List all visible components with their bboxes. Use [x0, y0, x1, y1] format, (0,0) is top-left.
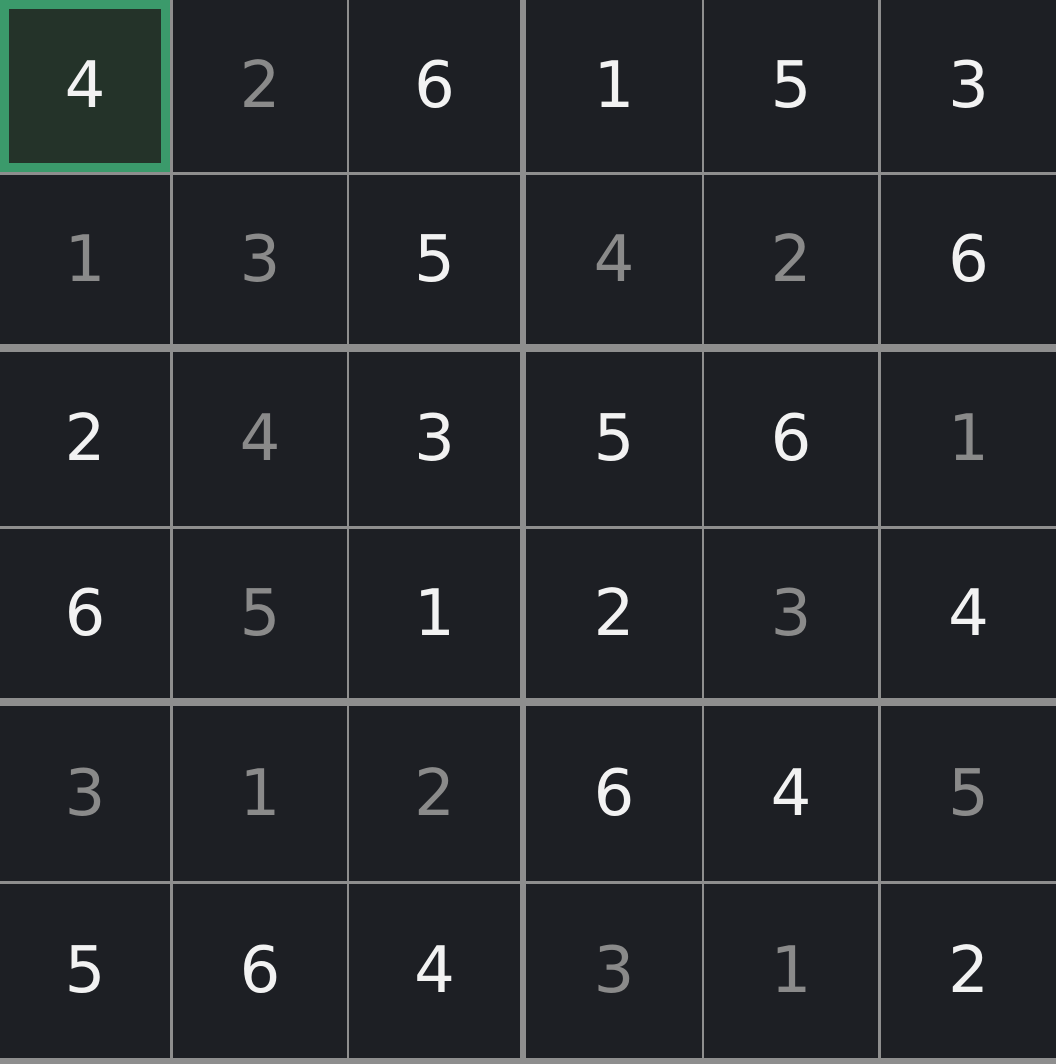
- cell[interactable]: 2: [349, 706, 520, 881]
- selected-cell[interactable]: 4: [0, 0, 170, 172]
- cell[interactable]: 1: [349, 529, 520, 698]
- cell[interactable]: 1: [526, 0, 702, 172]
- cell[interactable]: 2: [526, 529, 702, 698]
- cell[interactable]: 2: [881, 884, 1056, 1058]
- cell[interactable]: 1: [0, 175, 170, 344]
- cell[interactable]: 2: [0, 352, 170, 526]
- cell[interactable]: 6: [881, 175, 1056, 344]
- cell[interactable]: 1: [704, 884, 878, 1058]
- cell[interactable]: 4: [704, 706, 878, 881]
- cell[interactable]: 4: [526, 175, 702, 344]
- cell[interactable]: 4: [881, 529, 1056, 698]
- cell[interactable]: 4: [349, 884, 520, 1058]
- cell[interactable]: 5: [526, 352, 702, 526]
- cell[interactable]: 4: [173, 352, 347, 526]
- cell[interactable]: 6: [173, 884, 347, 1058]
- cell[interactable]: 3: [881, 0, 1056, 172]
- cell[interactable]: 6: [704, 352, 878, 526]
- cell[interactable]: 3: [349, 352, 520, 526]
- cell[interactable]: 6: [0, 529, 170, 698]
- cell[interactable]: 5: [173, 529, 347, 698]
- cell[interactable]: 2: [173, 0, 347, 172]
- cell[interactable]: 1: [881, 352, 1056, 526]
- cell[interactable]: 6: [526, 706, 702, 881]
- cell[interactable]: 3: [0, 706, 170, 881]
- cell[interactable]: 5: [881, 706, 1056, 881]
- cell[interactable]: 3: [704, 529, 878, 698]
- cell[interactable]: 1: [173, 706, 347, 881]
- cell[interactable]: 5: [704, 0, 878, 172]
- cell[interactable]: 5: [349, 175, 520, 344]
- cell[interactable]: 5: [0, 884, 170, 1058]
- cell[interactable]: 2: [704, 175, 878, 344]
- cell[interactable]: 3: [173, 175, 347, 344]
- cell[interactable]: 3: [526, 884, 702, 1058]
- cell[interactable]: 6: [349, 0, 520, 172]
